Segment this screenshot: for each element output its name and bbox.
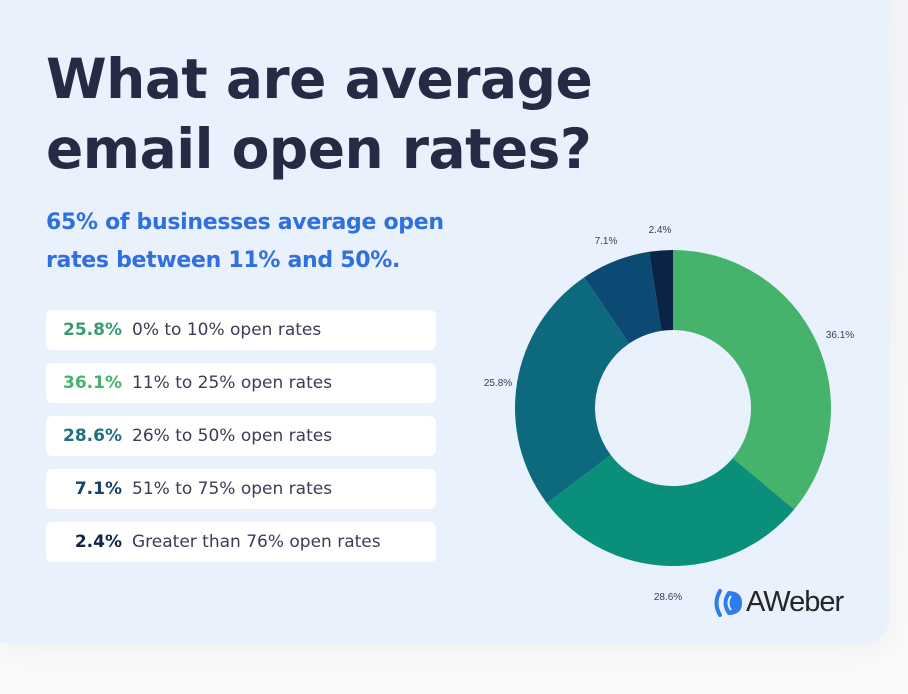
legend-row: 7.1% 51% to 75% open rates: [46, 469, 436, 509]
subtitle: 65% of businesses average open rates bet…: [46, 210, 444, 273]
legend-value: 7.1%: [74, 479, 122, 499]
donut-slice: [649, 250, 673, 331]
donut-slice: [546, 455, 795, 566]
legend-row: 36.1% 11% to 25% open rates: [46, 363, 436, 403]
title-line-1: What are average: [46, 47, 593, 111]
slice-label: 25.8%: [484, 378, 512, 389]
slice-label: 28.6%: [654, 592, 682, 603]
legend-label: 11% to 25% open rates: [132, 373, 333, 393]
legend-label: 26% to 50% open rates: [132, 426, 333, 446]
title-line-2: email open rates?: [46, 117, 592, 181]
donut-slice: [584, 251, 662, 344]
legend-row: 28.6% 26% to 50% open rates: [46, 416, 436, 456]
donut-chart: 36.1% 28.6% 25.8% 7.1% 2.4%: [484, 225, 854, 603]
donut-slice: [673, 250, 831, 510]
legend-row: 2.4% Greater than 76% open rates: [46, 522, 436, 562]
legend-value: 28.6%: [63, 426, 122, 446]
page-title: What are average email open rates?: [46, 44, 593, 184]
legend-value: 2.4%: [74, 532, 122, 552]
legend-label: Greater than 76% open rates: [132, 532, 381, 552]
aweber-waves-icon: [714, 588, 742, 617]
logo-text: AWeber: [746, 586, 844, 618]
slice-label: 7.1%: [595, 236, 618, 247]
legend-label: 0% to 10% open rates: [132, 320, 322, 340]
legend-row: 25.8% 0% to 10% open rates: [46, 310, 436, 350]
legend-label: 51% to 75% open rates: [132, 479, 333, 499]
slice-label: 36.1%: [826, 330, 854, 341]
slice-label: 2.4%: [649, 225, 672, 236]
legend-value: 36.1%: [63, 373, 122, 393]
aweber-logo: AWeber: [712, 586, 844, 619]
donut-slice: [515, 277, 630, 504]
legend-value: 25.8%: [63, 320, 122, 340]
legend-list: 25.8% 0% to 10% open rates 36.1% 11% to 25…: [46, 310, 436, 575]
